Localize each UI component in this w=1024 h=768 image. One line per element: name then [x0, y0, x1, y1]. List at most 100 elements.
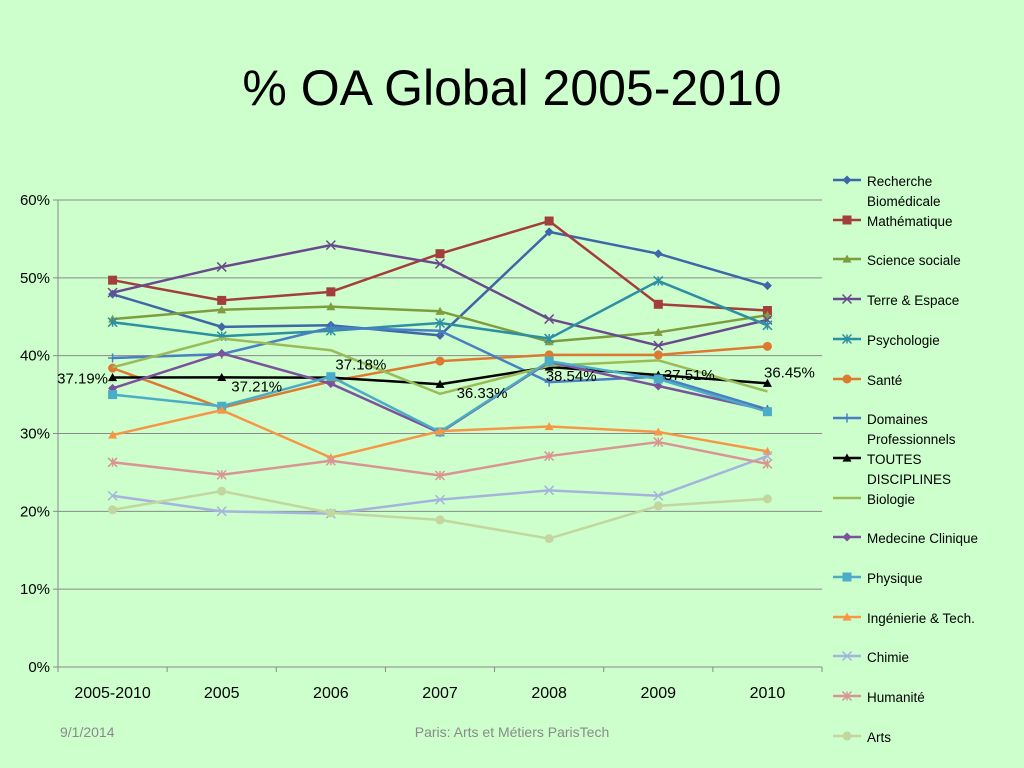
legend-symbol [842, 572, 852, 582]
data-point [326, 323, 336, 333]
legend-marker [833, 651, 861, 662]
data-point [107, 287, 118, 298]
slide-title: % OA Global 2005-2010 [242, 60, 782, 116]
data-point [435, 515, 445, 525]
legend-symbol [842, 175, 852, 185]
data-label: 36.33% [457, 385, 508, 402]
data-point [326, 287, 336, 297]
data-point [217, 486, 227, 496]
data-label: 37.19% [57, 371, 108, 388]
legend-label: Chimie [867, 650, 910, 666]
data-point [325, 455, 336, 466]
data-point [217, 305, 227, 314]
data-point [544, 534, 554, 544]
data-point [107, 457, 118, 468]
data-point [435, 249, 445, 259]
legend-item: Ingénierie & Tech. [832, 609, 1022, 649]
legend-item: Chimie [832, 648, 1022, 688]
data-point [108, 275, 118, 285]
data-point [435, 326, 445, 336]
data-point [544, 227, 554, 237]
data-point [434, 317, 446, 329]
data-point [434, 494, 446, 505]
data-point [653, 249, 663, 259]
legend-marker [833, 413, 861, 423]
legend-marker [833, 294, 861, 305]
legend-item: Humanité [832, 688, 1022, 728]
data-label: 37.51% [664, 367, 715, 384]
legend-marker [833, 532, 861, 542]
legend-item: Medecine Clinique [832, 529, 1022, 569]
data-point [762, 281, 772, 291]
series-1 [108, 216, 772, 316]
data-point [108, 505, 118, 515]
data-point [544, 356, 554, 366]
legend-item: Science sociale [832, 251, 1022, 291]
legend-item: Arts [832, 728, 1022, 768]
legend-item: Recherche Biomédicale [832, 172, 1022, 212]
data-point [653, 275, 664, 286]
data-point [653, 427, 663, 436]
data-point [762, 494, 772, 504]
data-point [107, 317, 118, 328]
legend-item: Mathématique [832, 212, 1022, 252]
data-point [544, 333, 555, 344]
data-point [434, 470, 446, 481]
series-4 [107, 275, 773, 344]
data-point [435, 356, 445, 366]
data-point [216, 506, 227, 517]
data-point [217, 405, 227, 414]
legend-label: TOUTES DISCIPLINES [867, 451, 952, 487]
data-point [108, 353, 118, 363]
series-12 [107, 451, 773, 519]
data-point [107, 490, 118, 501]
data-point [762, 458, 773, 469]
data-point [762, 320, 773, 331]
y-tick-label: 50% [20, 270, 50, 287]
x-tick-label: 2006 [313, 685, 349, 702]
data-point [108, 363, 118, 373]
legend-marker [833, 175, 861, 185]
data-point [544, 485, 555, 496]
x-tick-label: 2010 [750, 685, 786, 702]
legend-item: Biologie [832, 490, 1022, 530]
legend-label: Physique [867, 571, 923, 586]
y-tick-label: 0% [28, 659, 50, 676]
legend-label: Science sociale [867, 253, 961, 269]
data-label: 37.18% [335, 357, 386, 374]
data-point [653, 501, 663, 511]
data-point [435, 426, 445, 435]
legend-marker [833, 691, 861, 702]
legend-symbol [842, 215, 852, 225]
legend-label: Domaines Professionnels [867, 412, 956, 448]
data-point [325, 240, 336, 251]
data-point [544, 216, 554, 226]
x-tick-label: 2007 [422, 685, 458, 702]
series-13 [107, 437, 773, 481]
series-line [112, 489, 768, 540]
legend-label: Santé [867, 372, 903, 388]
y-tick-label: 40% [20, 348, 50, 365]
legend-marker [833, 572, 861, 582]
footer-date: 9/1/2014 [60, 724, 115, 740]
legend-label: Ingénierie & Tech. [867, 610, 975, 626]
data-point [653, 490, 664, 501]
data-label: 38.54% [546, 368, 597, 385]
data-point [544, 377, 554, 387]
data-point [326, 379, 336, 389]
data-point [108, 430, 118, 439]
legend-item: Terre & Espace [832, 291, 1022, 331]
series-8 [112, 337, 768, 396]
data-point [217, 372, 227, 381]
legend-symbol [841, 333, 853, 344]
legend-label: Mathématique [867, 213, 953, 229]
series-14 [108, 486, 772, 544]
legend-item: Psychologie [832, 331, 1022, 371]
y-tick-label: 60% [20, 192, 50, 209]
data-point [653, 350, 663, 360]
legend-label: Terre & Espace [867, 293, 960, 309]
legend-symbol [842, 532, 852, 542]
data-point [216, 261, 227, 272]
legend-symbol [841, 294, 853, 305]
legend-symbol [842, 254, 852, 263]
